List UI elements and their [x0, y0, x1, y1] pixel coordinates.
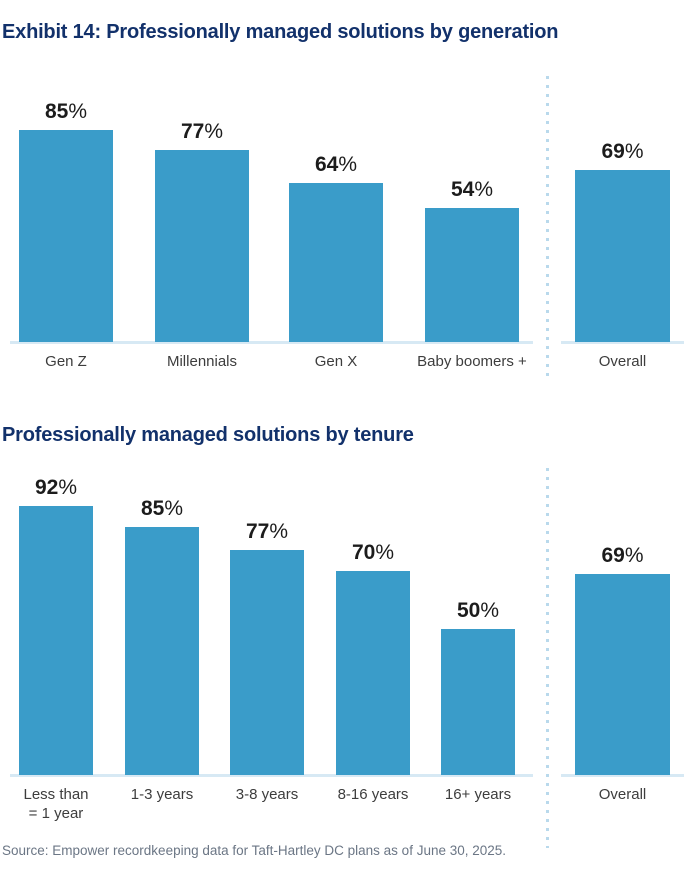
- value-label-less-than-1-year: 92%: [35, 475, 77, 501]
- category-label-less-than-1-year: Less than = 1 year: [23, 786, 89, 822]
- category-label-millennials: Millennials: [166, 353, 238, 370]
- category-label-8-16-years: 8-16 years: [337, 786, 409, 803]
- percent-sign: %: [269, 520, 289, 543]
- value-label-gen-z: 85%: [45, 99, 87, 125]
- category-label-overall: Overall: [598, 353, 647, 370]
- category-label-baby-boomers: Baby boomers +: [417, 353, 527, 370]
- value-label-3-8-years: 77%: [246, 519, 288, 545]
- bar-millennials: [155, 150, 249, 342]
- percent-sign: %: [58, 476, 78, 499]
- generation-baseline-right: [561, 341, 684, 344]
- source-note: Source: Empower recordkeeping data for T…: [2, 843, 507, 858]
- bar-1-3-years: [125, 527, 199, 775]
- bar-baby-boomers: [425, 208, 519, 342]
- percent-sign: %: [338, 153, 358, 176]
- percent-sign: %: [474, 178, 494, 201]
- value-number: 92: [34, 476, 59, 499]
- value-label-8-16-years: 70%: [352, 540, 394, 566]
- value-number: 70: [351, 541, 376, 564]
- value-label-16-years: 50%: [457, 598, 499, 624]
- bar-16-years: [441, 629, 515, 775]
- percent-sign: %: [480, 599, 500, 622]
- bar-overall: [575, 574, 670, 775]
- value-label-millennials: 77%: [181, 119, 223, 145]
- percent-sign: %: [68, 100, 88, 123]
- value-number: 85: [140, 497, 165, 520]
- value-label-overall: 69%: [601, 139, 643, 165]
- value-number: 69: [601, 544, 625, 567]
- value-number: 50: [456, 599, 481, 622]
- bar-gen-x: [289, 183, 383, 342]
- value-number: 85: [44, 100, 69, 123]
- value-label-baby-boomers: 54%: [451, 177, 493, 203]
- bar-less-than-1-year: [19, 506, 93, 775]
- category-label-gen-x: Gen X: [314, 353, 358, 370]
- value-number: 64: [314, 153, 339, 176]
- generation-overall-separator: [546, 76, 549, 382]
- value-label-gen-x: 64%: [315, 152, 357, 178]
- percent-sign: %: [164, 497, 184, 520]
- percent-sign: %: [204, 120, 224, 143]
- value-number: 77: [180, 120, 205, 143]
- category-label-16-years: 16+ years: [444, 786, 512, 803]
- tenure-baseline-right: [561, 774, 684, 777]
- category-label-3-8-years: 3-8 years: [235, 786, 299, 803]
- percent-sign: %: [624, 544, 644, 567]
- bar-gen-z: [19, 130, 113, 342]
- value-label-1-3-years: 85%: [141, 496, 183, 522]
- generation-baseline-left: [10, 341, 533, 344]
- tenure-baseline-left: [10, 774, 533, 777]
- value-label-overall: 69%: [601, 543, 643, 569]
- percent-sign: %: [624, 140, 644, 163]
- bar-overall: [575, 170, 670, 342]
- category-label-1-3-years: 1-3 years: [130, 786, 194, 803]
- percent-sign: %: [375, 541, 395, 564]
- tenure-chart-title: Professionally managed solutions by tenu…: [2, 424, 414, 446]
- value-number: 69: [601, 140, 625, 163]
- generation-chart-title: Exhibit 14: Professionally managed solut…: [2, 21, 559, 43]
- bar-8-16-years: [336, 571, 410, 775]
- value-number: 54: [450, 178, 475, 201]
- tenure-overall-separator: [546, 468, 549, 848]
- category-label-gen-z: Gen Z: [45, 353, 87, 370]
- category-label-overall: Overall: [598, 786, 647, 803]
- bar-3-8-years: [230, 550, 304, 775]
- value-number: 77: [245, 520, 270, 543]
